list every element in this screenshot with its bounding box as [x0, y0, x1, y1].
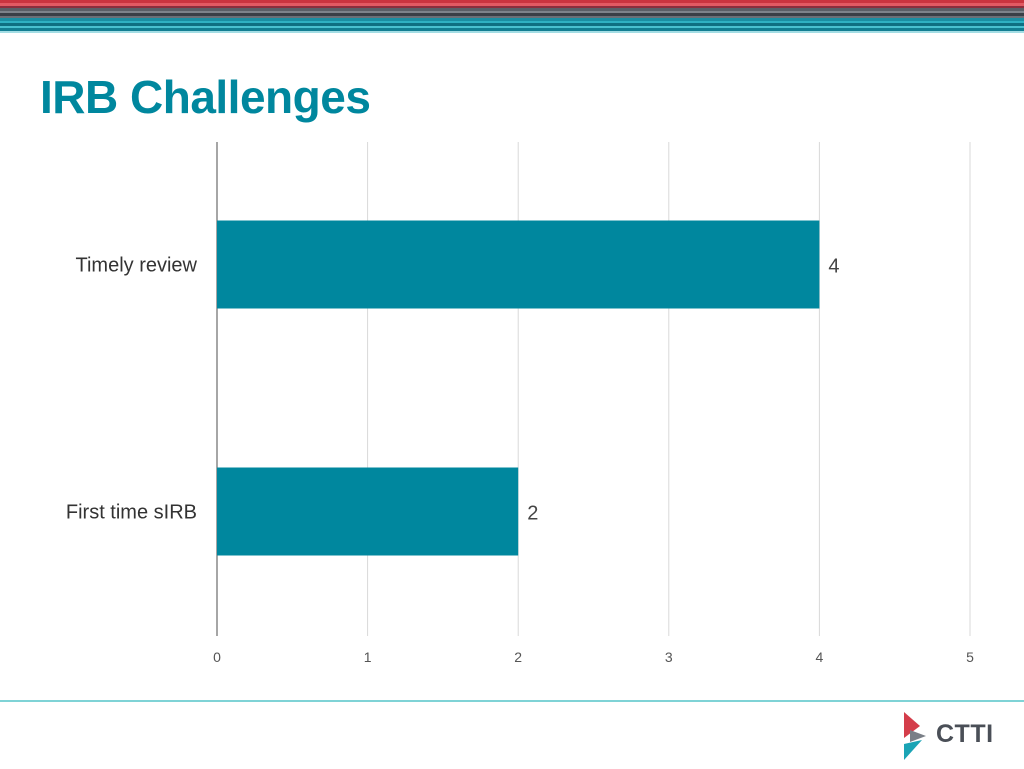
- category-label: First time sIRB: [66, 502, 197, 524]
- bar-chart: 0 1 2 3 4 5 Timely review 4 First time sIRB 2: [66, 142, 974, 665]
- ctti-logo-text: CTTI: [936, 720, 994, 748]
- x-tick-label: 2: [514, 649, 522, 665]
- x-tick-label: 4: [816, 649, 824, 665]
- ctti-logo-icon: [904, 712, 926, 760]
- bar: [217, 220, 820, 309]
- page-title: IRB Challenges: [40, 71, 371, 123]
- category-label: Timely review: [76, 255, 198, 277]
- x-tick-label: 3: [665, 649, 673, 665]
- x-tick-label: 1: [364, 649, 372, 665]
- data-label: 4: [828, 256, 839, 278]
- x-tick-label: 0: [213, 649, 221, 665]
- x-tick-label: 5: [966, 649, 974, 665]
- data-label: 2: [527, 503, 538, 525]
- footer-divider: [0, 700, 1024, 702]
- bar: [217, 467, 519, 556]
- ctti-logo: CTTI: [902, 708, 994, 764]
- header-stripe: [0, 0, 1024, 36]
